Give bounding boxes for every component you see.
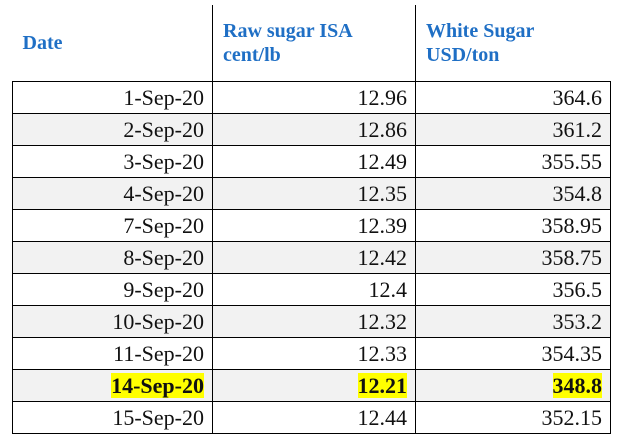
- cell-text: 356.5: [552, 276, 603, 302]
- header-cell: White Sugar USD/ton: [415, 5, 611, 82]
- cell-text: 8-Sep-20: [123, 244, 204, 270]
- table-row: 14-Sep-20 12.21 348.8: [12, 369, 611, 402]
- price-cell: 353.2: [415, 305, 611, 338]
- cell-text: 12.96: [357, 84, 408, 110]
- table-row: 11-Sep-20 12.33 354.35: [12, 337, 611, 370]
- table-row: 2-Sep-20 12.86 361.2: [12, 113, 611, 146]
- cell-text: 358.95: [541, 212, 603, 238]
- price-cell: 12.96: [212, 81, 416, 114]
- cell-text: 12.35: [357, 180, 408, 206]
- cell-text: 12.32: [357, 308, 408, 334]
- table-row: 8-Sep-20 12.42 358.75: [12, 241, 611, 274]
- price-cell: 356.5: [415, 273, 611, 306]
- price-cell: 361.2: [415, 113, 611, 146]
- date-cell: 3-Sep-20: [12, 145, 213, 178]
- price-cell: 354.35: [415, 337, 611, 370]
- cell-text: 12.44: [357, 404, 408, 430]
- table-body: 1-Sep-20 12.96 364.6 2-Sep-20 12.86 361.2 3-Se…: [12, 81, 611, 434]
- date-cell: 11-Sep-20: [12, 337, 213, 370]
- price-cell: 354.8: [415, 177, 611, 210]
- table-row: 7-Sep-20 12.39 358.95: [12, 209, 611, 242]
- price-cell: 12.32: [212, 305, 416, 338]
- cell-text: 15-Sep-20: [112, 404, 204, 430]
- cell-text: 354.35: [541, 340, 603, 366]
- cell-text: 12.4: [368, 276, 408, 302]
- price-cell: 12.86: [212, 113, 416, 146]
- header-cell: Date: [12, 5, 213, 82]
- date-cell: 9-Sep-20: [12, 273, 213, 306]
- price-cell: 352.15: [415, 401, 611, 434]
- cell-text: 354.8: [552, 180, 603, 206]
- cell-text: 2-Sep-20: [123, 116, 204, 142]
- cell-text: 364.6: [552, 84, 603, 110]
- header-row: Date Raw sugar ISA cent/lb White Sugar U…: [12, 5, 611, 82]
- cell-text: 12.21: [357, 372, 407, 398]
- cell-text: 352.15: [541, 404, 603, 430]
- date-cell: 7-Sep-20: [12, 209, 213, 242]
- cell-text: 355.55: [541, 148, 603, 174]
- date-cell: 10-Sep-20: [12, 305, 213, 338]
- cell-text: 9-Sep-20: [123, 276, 204, 302]
- cell-text: 14-Sep-20: [111, 372, 204, 398]
- price-cell: 12.35: [212, 177, 416, 210]
- table-row: 1-Sep-20 12.96 364.6: [12, 81, 611, 114]
- cell-text: 7-Sep-20: [123, 212, 204, 238]
- date-cell: 2-Sep-20: [12, 113, 213, 146]
- cell-text: 348.8: [552, 372, 602, 398]
- cell-text: 358.75: [541, 244, 603, 270]
- price-cell: 12.39: [212, 209, 416, 242]
- price-cell: 348.8: [415, 369, 611, 402]
- cell-text: 12.42: [357, 244, 408, 270]
- date-cell: 15-Sep-20: [12, 401, 213, 434]
- cell-text: 12.33: [357, 340, 408, 366]
- price-cell: 12.44: [212, 401, 416, 434]
- cell-text: 3-Sep-20: [123, 148, 204, 174]
- header-cell: Raw sugar ISA cent/lb: [212, 5, 416, 82]
- table-row: 3-Sep-20 12.49 355.55: [12, 145, 611, 178]
- table-row: 9-Sep-20 12.4 356.5: [12, 273, 611, 306]
- cell-text: 353.2: [552, 308, 603, 334]
- price-cell: 358.75: [415, 241, 611, 274]
- cell-text: 1-Sep-20: [123, 84, 204, 110]
- price-cell: 358.95: [415, 209, 611, 242]
- price-cell: 364.6: [415, 81, 611, 114]
- date-cell: 14-Sep-20: [12, 369, 213, 402]
- cell-text: 11-Sep-20: [113, 340, 204, 366]
- price-cell: 12.49: [212, 145, 416, 178]
- sugar-price-table: Date Raw sugar ISA cent/lb White Sugar U…: [12, 5, 611, 434]
- date-cell: 4-Sep-20: [12, 177, 213, 210]
- table-row: 10-Sep-20 12.32 353.2: [12, 305, 611, 338]
- table-header: Date Raw sugar ISA cent/lb White Sugar U…: [12, 5, 611, 82]
- price-cell: 355.55: [415, 145, 611, 178]
- cell-text: 361.2: [552, 116, 603, 142]
- cell-text: 12.86: [357, 116, 408, 142]
- price-cell: 12.33: [212, 337, 416, 370]
- cell-text: 12.49: [357, 148, 408, 174]
- price-cell: 12.21: [212, 369, 416, 402]
- price-cell: 12.42: [212, 241, 416, 274]
- table-row: 15-Sep-20 12.44 352.15: [12, 401, 611, 434]
- cell-text: 12.39: [357, 212, 408, 238]
- price-cell: 12.4: [212, 273, 416, 306]
- date-cell: 1-Sep-20: [12, 81, 213, 114]
- date-cell: 8-Sep-20: [12, 241, 213, 274]
- cell-text: 10-Sep-20: [112, 308, 204, 334]
- cell-text: 4-Sep-20: [123, 180, 204, 206]
- table-row: 4-Sep-20 12.35 354.8: [12, 177, 611, 210]
